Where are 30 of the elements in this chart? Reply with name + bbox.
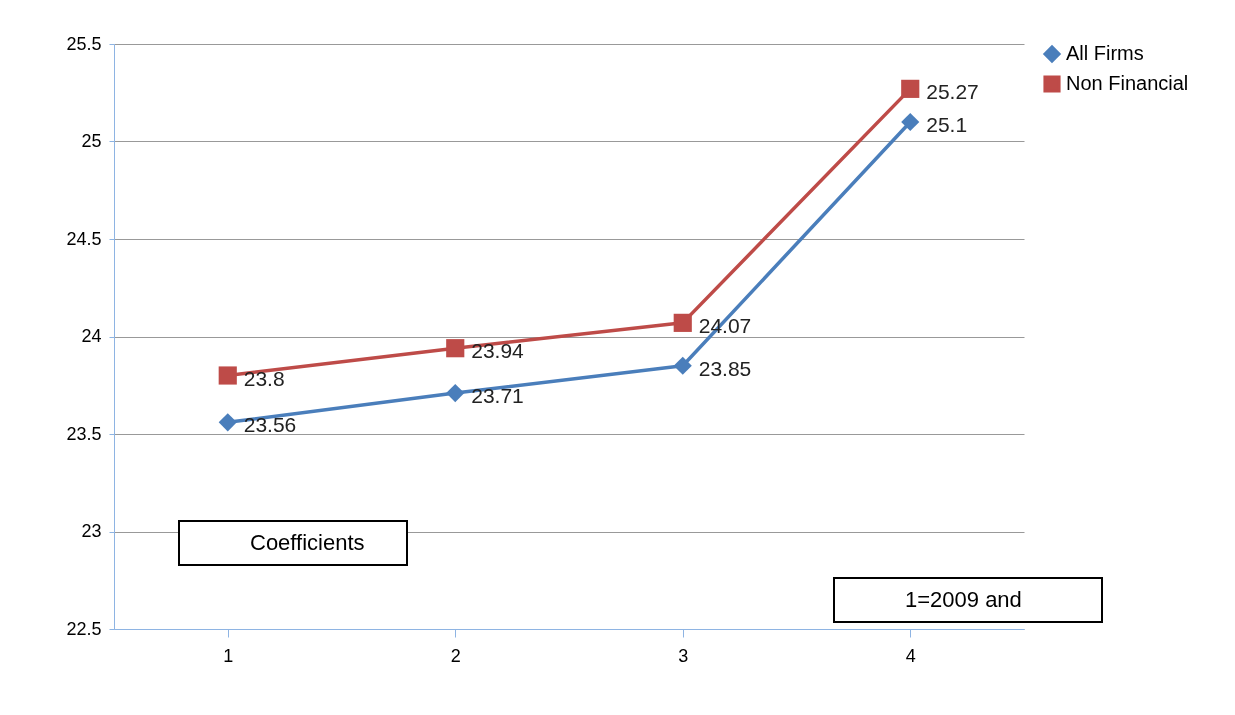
point	[901, 79, 920, 98]
y-tick-label: 22.5	[66, 618, 102, 639]
data-label: 25.27	[926, 79, 979, 103]
legend-label: All Firms	[1066, 42, 1144, 64]
y-tick-label: 24	[81, 326, 102, 346]
point	[673, 356, 692, 375]
data-label: 23.94	[471, 339, 525, 363]
text-box: 1=2009 and	[833, 577, 1103, 623]
legend-label: Non Financial	[1066, 72, 1189, 94]
point	[218, 366, 237, 385]
point	[673, 313, 692, 332]
data-label: 23.56	[243, 413, 297, 437]
x-tick-label: 3	[678, 645, 689, 666]
data-label: 25.1	[926, 113, 968, 136]
data-label: 23.8	[243, 366, 285, 390]
point	[218, 413, 237, 432]
data-label: 23.85	[698, 356, 752, 380]
y-tick-label: 23	[81, 521, 102, 541]
y-tick-label: 23.5	[66, 423, 102, 444]
point	[446, 339, 465, 358]
x-tick-label: 1	[223, 645, 234, 666]
x-tick-label: 4	[905, 645, 916, 666]
text-box: Coefficients	[178, 520, 408, 566]
y-tick-label: 25	[81, 131, 102, 151]
y-tick-label: 24.5	[66, 228, 102, 249]
data-label: 23.71	[471, 384, 524, 408]
x-tick-label: 2	[450, 645, 461, 666]
point	[901, 112, 920, 132]
y-tick-label: 25.5	[66, 33, 102, 54]
point	[446, 383, 465, 403]
